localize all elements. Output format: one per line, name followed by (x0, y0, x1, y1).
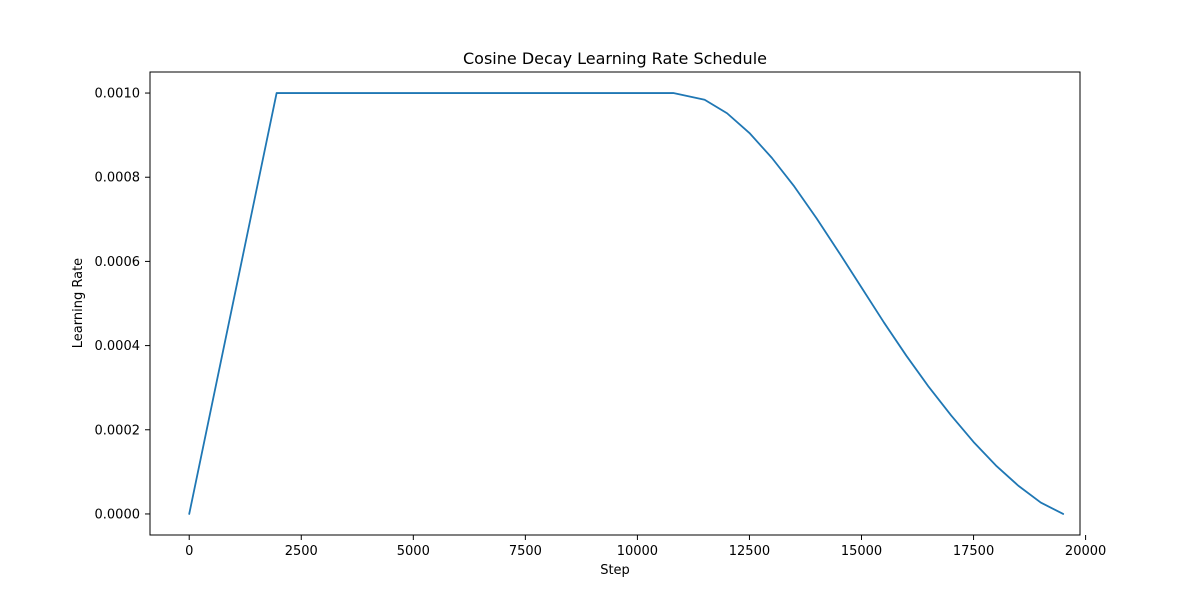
x-tick-label: 0 (185, 544, 193, 559)
x-axis-label: Step (600, 563, 630, 578)
y-tick-label: 0.0010 (95, 87, 141, 102)
y-tick-label: 0.0006 (95, 255, 141, 270)
x-tick-label: 7500 (509, 544, 542, 559)
y-tick-label: 0.0002 (95, 423, 141, 438)
x-tick-label: 5000 (397, 544, 430, 559)
x-tick-label: 17500 (953, 544, 994, 559)
x-tick-label: 2500 (285, 544, 318, 559)
chart-title: Cosine Decay Learning Rate Schedule (463, 49, 767, 68)
y-axis-label: Learning Rate (71, 258, 86, 348)
y-tick-label: 0.0004 (95, 339, 141, 354)
x-tick-label: 15000 (841, 544, 882, 559)
plot-area: 0 2500 5000 7500 10000 12500 15000 17500 20000 0.… (95, 71, 1106, 559)
y-tick-label: 0.0000 (95, 507, 141, 522)
x-tick-label: 12500 (729, 544, 770, 559)
y-tick-label: 0.0008 (95, 171, 141, 186)
x-tick-label: 20000 (1065, 544, 1106, 559)
axes-frame (149, 71, 1081, 536)
learning-rate-line (188, 92, 1065, 515)
x-tick-label: 10000 (617, 544, 658, 559)
